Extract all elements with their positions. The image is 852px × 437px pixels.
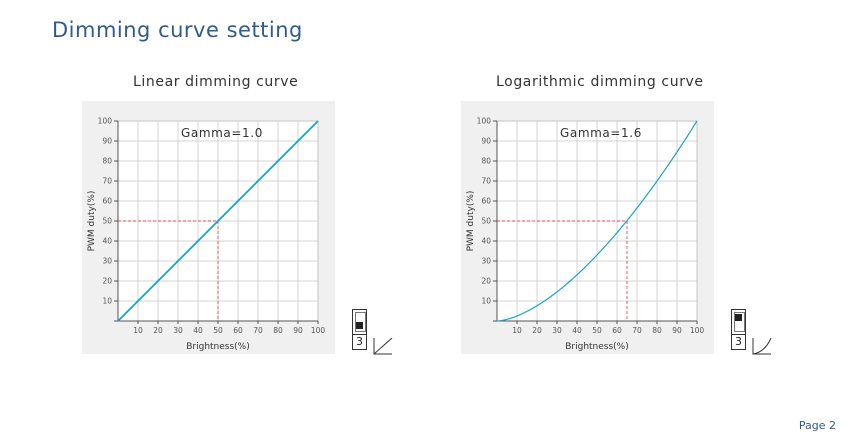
x-tick-label: 50 xyxy=(213,326,223,335)
linear-chart: 10 20 30 40 50 60 70 80 90 100 10 20 30 40 50 60 70 80 90 1… xyxy=(87,117,326,353)
x-tick-label: 40 xyxy=(193,326,203,335)
log-chart-panel: 10 20 30 40 50 60 70 80 90 100 10 20 30 40 50 60 70 80 90 1… xyxy=(461,101,714,354)
y-tick-label: 10 xyxy=(102,297,112,306)
gamma-annotation: Gamma=1.0 xyxy=(181,126,263,140)
x-tick-label: 50 xyxy=(592,326,602,335)
linear-chart-title: Linear dimming curve xyxy=(133,74,299,90)
y-tick-label: 100 xyxy=(98,117,113,126)
y-tick-label: 80 xyxy=(481,157,491,166)
y-tick-label: 90 xyxy=(481,137,491,146)
dip-switch-track xyxy=(355,312,366,332)
y-tick-label: 50 xyxy=(481,217,491,226)
x-tick-label: 30 xyxy=(552,326,562,335)
x-tick-label: 80 xyxy=(652,326,662,335)
y-tick-label: 40 xyxy=(481,237,491,246)
page-number: Page 2 xyxy=(798,419,836,432)
y-tick-label: 40 xyxy=(102,237,112,246)
x-tick-label: 40 xyxy=(572,326,582,335)
x-tick-label: 10 xyxy=(133,326,143,335)
dip-switch-log[interactable] xyxy=(731,309,746,335)
y-axis-label: PWM duty(%) xyxy=(87,191,97,252)
y-tick-label: 90 xyxy=(102,137,112,146)
y-tick-label: 20 xyxy=(102,277,112,286)
y-tick-label: 60 xyxy=(102,197,112,206)
series-line xyxy=(496,120,698,322)
y-tick-label: 20 xyxy=(481,277,491,286)
y-tick-label: 50 xyxy=(102,217,112,226)
dip-switch-number: 3 xyxy=(352,335,367,350)
x-tick-label: 100 xyxy=(690,326,705,335)
x-tick-label: 20 xyxy=(153,326,163,335)
dip-switch-knob xyxy=(356,322,363,329)
dip-switch-track xyxy=(734,312,745,332)
linear-curve-icon xyxy=(373,337,393,355)
page-title: Dimming curve setting xyxy=(52,18,303,42)
x-tick-label: 60 xyxy=(612,326,622,335)
dip-switch-linear[interactable] xyxy=(352,309,367,335)
x-axis-label: Brightness(%) xyxy=(565,342,629,352)
x-tick-label: 100 xyxy=(311,326,326,335)
log-curve-icon xyxy=(752,337,772,355)
y-tick-label: 30 xyxy=(102,257,112,266)
linear-chart-panel: 10 20 30 40 50 60 70 80 90 100 10 20 30 40 50 60 70 80 90 1… xyxy=(82,101,335,354)
y-tick-label: 80 xyxy=(102,157,112,166)
x-tick-label: 70 xyxy=(632,326,642,335)
gamma-annotation: Gamma=1.6 xyxy=(560,126,642,140)
x-tick-label: 10 xyxy=(512,326,522,335)
y-tick-label: 100 xyxy=(477,117,492,126)
dip-switch-number: 3 xyxy=(731,335,746,350)
series-line xyxy=(117,120,319,322)
log-chart: 10 20 30 40 50 60 70 80 90 100 10 20 30 40 50 60 70 80 90 1… xyxy=(466,117,705,353)
x-tick-label: 90 xyxy=(293,326,303,335)
x-axis-label: Brightness(%) xyxy=(186,342,250,352)
log-chart-title: Logarithmic dimming curve xyxy=(496,74,704,90)
dip-switch-knob xyxy=(735,314,742,321)
x-tick-label: 30 xyxy=(173,326,183,335)
y-tick-label: 30 xyxy=(481,257,491,266)
x-tick-label: 80 xyxy=(273,326,283,335)
x-tick-label: 90 xyxy=(672,326,682,335)
x-tick-label: 70 xyxy=(253,326,263,335)
y-tick-label: 70 xyxy=(102,177,112,186)
x-tick-label: 20 xyxy=(532,326,542,335)
x-tick-label: 60 xyxy=(233,326,243,335)
y-tick-label: 10 xyxy=(481,297,491,306)
y-tick-label: 70 xyxy=(481,177,491,186)
y-axis-label: PWM duty(%) xyxy=(466,191,476,252)
y-tick-label: 60 xyxy=(481,197,491,206)
